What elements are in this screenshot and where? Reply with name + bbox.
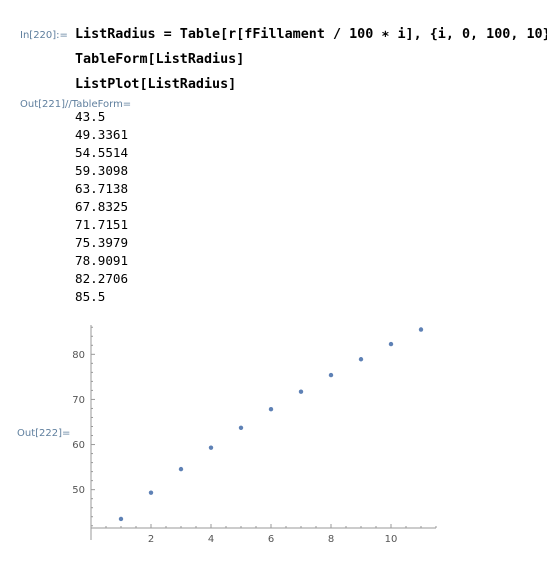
input-line-tableform[interactable]: TableForm[ListRadius] <box>75 52 245 67</box>
x-tick-label: 6 <box>268 534 274 545</box>
x-tick-label: 2 <box>148 534 154 545</box>
output-table-label: Out[221]//TableForm= <box>20 99 132 110</box>
data-point <box>238 425 244 430</box>
output-table-value: 63.7138 <box>75 181 129 196</box>
output-table-value: 85.5 <box>75 289 106 304</box>
plot-points <box>118 327 424 522</box>
output-plot-label: Out[222]= <box>17 428 71 439</box>
data-point <box>208 445 214 450</box>
input-line-listplot[interactable]: ListPlot[ListRadius] <box>75 77 237 92</box>
data-point <box>328 372 334 378</box>
x-tick-label: 10 <box>385 534 398 545</box>
x-tick-label: 8 <box>328 534 334 545</box>
output-table-value: 82.2706 <box>75 271 129 286</box>
output-table-value: 59.3098 <box>75 163 129 178</box>
output-table-value: 75.3979 <box>75 235 129 250</box>
output-table-value: 78.9091 <box>75 253 129 268</box>
output-table-list: 43.5 49.3361 54.5514 59.3098 63.7138 67.… <box>75 108 128 306</box>
output-table-value: 71.7151 <box>75 217 129 232</box>
y-tick-label: 50 <box>72 485 85 496</box>
y-tick-label: 70 <box>72 395 85 406</box>
input-line-table[interactable]: ListRadius = Table[r[fFillament / 100 ∗ … <box>75 27 547 42</box>
data-point <box>268 407 274 412</box>
data-point <box>418 327 424 332</box>
data-point <box>178 466 184 472</box>
input-cell-label: In[220]:= <box>20 30 68 41</box>
output-table-value: 49.3361 <box>75 127 129 142</box>
output-table-value: 43.5 <box>75 109 106 124</box>
y-tick-label: 80 <box>72 350 85 361</box>
data-point <box>118 516 124 522</box>
plot-axes <box>90 325 436 540</box>
output-table-value: 54.5514 <box>75 145 129 160</box>
data-point <box>298 389 304 394</box>
data-point <box>148 490 154 495</box>
data-point <box>388 341 394 347</box>
y-tick-label: 60 <box>72 440 85 451</box>
plot-ticks: 2 4 6 8 10 50 60 70 80 <box>72 326 437 545</box>
output-table-value: 67.8325 <box>75 199 129 214</box>
data-point <box>358 357 364 362</box>
x-tick-label: 4 <box>208 534 214 545</box>
